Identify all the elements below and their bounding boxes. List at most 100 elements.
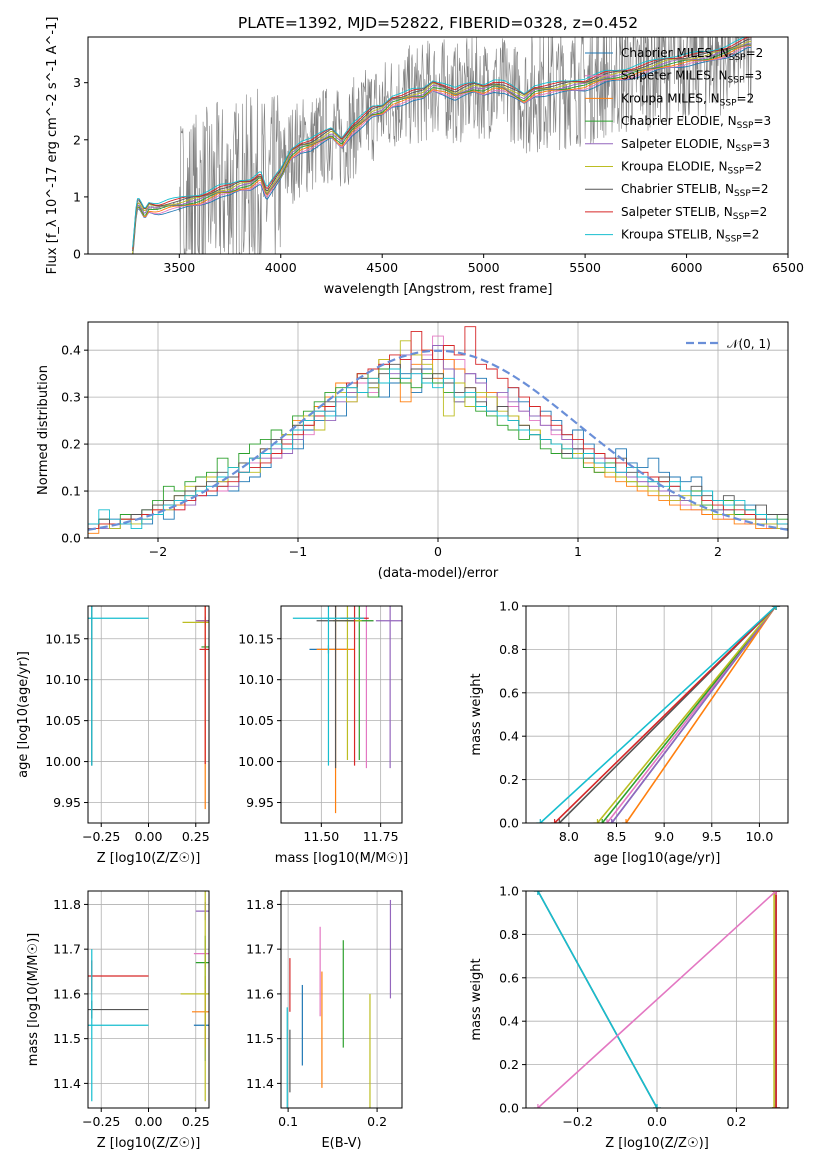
x-axis-label: wavelength [Angstrom, rest frame] <box>324 282 553 297</box>
y-tick-label: 11.4 <box>246 1076 274 1091</box>
y-axis-label: Normed distribution <box>36 365 51 495</box>
y-tick-label: 11.6 <box>53 986 81 1001</box>
x-tick-label: 8.0 <box>559 829 579 844</box>
mass-weight-line <box>554 606 777 823</box>
age-vs-metallicity-panel: −0.25 0.00 0.25 9.95 10.00 10.05 10.10 10.15 Z [… <box>16 605 210 866</box>
x-tick-label: 6000 <box>671 260 703 275</box>
histogram-step <box>88 363 788 525</box>
x-tick-label: 0.2 <box>726 1114 746 1129</box>
x-axis-label: (data-model)/error <box>378 566 499 581</box>
y-tick-label: 3 <box>73 75 81 90</box>
y-tick-label: 0.2 <box>499 772 519 787</box>
model-spectrum-line <box>132 46 752 254</box>
y-tick-label: 0.8 <box>499 927 519 942</box>
y-tick-label: 10.00 <box>45 754 81 769</box>
y-tick-label: 0.6 <box>499 685 519 700</box>
x-axis-label: age [log10(age/yr)] <box>594 851 721 866</box>
x-tick-label: 0.00 <box>135 1114 163 1129</box>
model-spectrum-line <box>132 38 752 252</box>
y-tick-label: 0.4 <box>499 729 519 744</box>
x-tick-label: 11.50 <box>303 829 339 844</box>
plus-marker <box>593 819 602 823</box>
x-tick-label: 8.5 <box>607 829 627 844</box>
plus-marker <box>602 819 611 823</box>
x-tick-label: 10.0 <box>745 829 773 844</box>
plot-area <box>286 899 392 1108</box>
legend-entry: Chabrier MILES, NSSP=2 <box>621 46 763 63</box>
y-axis-label: mass weight <box>469 958 484 1040</box>
plus-marker <box>550 819 559 823</box>
x-tick-label: 0 <box>434 544 442 559</box>
axes-frame <box>280 605 403 824</box>
y-tick-label: 0.4 <box>499 1014 519 1029</box>
plus-marker <box>555 819 564 823</box>
x-tick-label: 9.5 <box>702 829 722 844</box>
y-tick-label: 11.5 <box>53 1031 81 1046</box>
mass-weight-line <box>539 606 777 823</box>
y-tick-label: 0.6 <box>499 970 519 985</box>
plot-area <box>88 326 788 534</box>
y-axis-label: mass [log10(M/M☉)] <box>26 933 41 1066</box>
plus-marker <box>598 819 607 823</box>
y-tick-label: 1.0 <box>499 599 519 614</box>
x-tick-label: 0.25 <box>182 829 210 844</box>
y-tick-label: 2 <box>73 132 81 147</box>
legend-entry: Chabrier ELODIE, NSSP=3 <box>621 114 771 131</box>
plus-marker <box>653 1104 661 1108</box>
mass-vs-metallicity-panel: −0.25 0.00 0.25 11.4 11.5 11.6 11.7 11.8 Z [log1… <box>26 890 210 1151</box>
y-tick-label: 0.8 <box>499 642 519 657</box>
axes-frame <box>87 36 789 255</box>
age-vs-mass-panel: 11.50 11.75 9.95 10.00 10.05 10.10 10.15 mass [… <box>238 605 408 866</box>
y-axis-label: age [log10(age/yr)] <box>16 651 31 778</box>
y-tick-label: 11.5 <box>246 1031 274 1046</box>
plus-marker <box>533 891 542 895</box>
x-tick-label: 11.75 <box>363 829 399 844</box>
legend-entry: Salpeter MILES, NSSP=3 <box>621 69 762 86</box>
plus-marker <box>533 1104 542 1108</box>
x-axis-label: E(B-V) <box>321 1136 361 1151</box>
y-tick-label: 10.00 <box>238 754 274 769</box>
y-tick-label: 10.05 <box>45 713 81 728</box>
residuals-panel: −2 −1 0 1 2 0.0 0.1 0.2 0.3 0.4 (data-model)/error… <box>36 321 789 581</box>
plot-area <box>536 606 781 823</box>
x-tick-label: 0.0 <box>647 1114 667 1129</box>
y-tick-label: 11.8 <box>246 897 274 912</box>
y-tick-label: 11.8 <box>53 897 81 912</box>
plot-area <box>88 606 209 810</box>
mass-weight-line <box>537 891 777 1108</box>
y-tick-label: 0.0 <box>61 531 81 546</box>
spectrum-legend: Chabrier MILES, NSSP=2 Salpeter MILES, NS… <box>585 46 771 245</box>
y-tick-label: 10.10 <box>45 672 81 687</box>
axes-frame <box>280 890 403 1109</box>
legend-entry: Kroupa STELIB, NSSP=2 <box>621 228 759 245</box>
x-tick-label: −1 <box>289 544 307 559</box>
plus-marker <box>536 819 545 823</box>
y-tick-label: 0.2 <box>499 1057 519 1072</box>
y-tick-label: 10.05 <box>238 713 274 728</box>
y-tick-label: 0.2 <box>61 437 81 452</box>
mass-weight-line <box>596 606 777 823</box>
normal-curve <box>88 349 788 531</box>
plot-area <box>132 37 752 254</box>
y-tick-label: 1 <box>73 189 81 204</box>
spectrum-panel: 3500 4000 4500 5000 5500 6000 6500 0 1 2 3 waveleng… <box>45 17 804 297</box>
y-tick-label: 11.4 <box>53 1076 81 1091</box>
y-tick-label: 11.7 <box>246 942 274 957</box>
x-tick-label: 4000 <box>265 260 297 275</box>
x-axis-label: Z [log10(Z/Z☉)] <box>605 1136 709 1151</box>
plus-marker <box>607 819 616 823</box>
mass-weight-line <box>611 606 777 823</box>
x-tick-label: 0.2 <box>367 1114 387 1129</box>
legend-entry: Salpeter STELIB, NSSP=2 <box>621 205 767 222</box>
x-tick-label: 1 <box>574 544 582 559</box>
plot-area <box>292 606 402 814</box>
mass-weight-line <box>625 606 777 823</box>
x-tick-label: −2 <box>149 544 167 559</box>
legend-entry: Chabrier STELIB, NSSP=2 <box>621 182 769 199</box>
x-tick-label: 2 <box>714 544 722 559</box>
x-tick-label: 6500 <box>772 260 804 275</box>
y-tick-label: 0.0 <box>499 1101 519 1116</box>
legend-entry: 𝒩(0, 1) <box>727 337 771 351</box>
x-tick-label: 5500 <box>569 260 601 275</box>
